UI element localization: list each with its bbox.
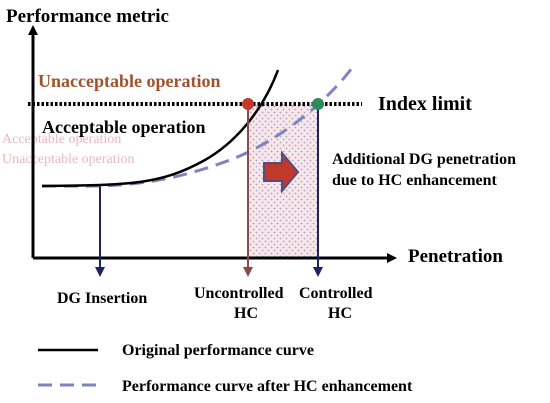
uncontrolled-hc-label-line1: Uncontrolled: [194, 285, 284, 302]
ghost-unacceptable-text: Unacceptable operation: [2, 152, 135, 167]
hc-enhancement-reason-label: due to HC enhancement: [332, 172, 498, 189]
legend-original-label: Original performance curve: [122, 342, 314, 359]
additional-dg-penetration-label: Additional DG penetration: [332, 151, 516, 168]
acceptable-operation-label: Acceptable operation: [42, 117, 205, 137]
unacceptable-operation-label: Unacceptable operation: [38, 71, 220, 91]
original-performance-curve: [41, 69, 280, 188]
controlled-hc-label-line1: Controlled: [299, 285, 373, 302]
index-limit-label: Index limit: [378, 93, 472, 115]
y-axis-label: Performance metric: [6, 6, 169, 27]
controlled-hc-point: [312, 98, 324, 110]
uncontrolled-hc-point: [242, 98, 254, 110]
uncontrolled-hc-label-line2: HC: [234, 305, 258, 322]
legend-enhanced-label: Performance curve after HC enhancement: [122, 378, 413, 395]
dg-insertion-label: DG Insertion: [57, 290, 147, 307]
hc-enhancement-arrow: [263, 150, 300, 194]
x-axis-label: Penetration: [408, 246, 503, 267]
legend: Original performance curve Performance c…: [38, 342, 413, 395]
controlled-hc-label-line2: HC: [328, 305, 352, 322]
